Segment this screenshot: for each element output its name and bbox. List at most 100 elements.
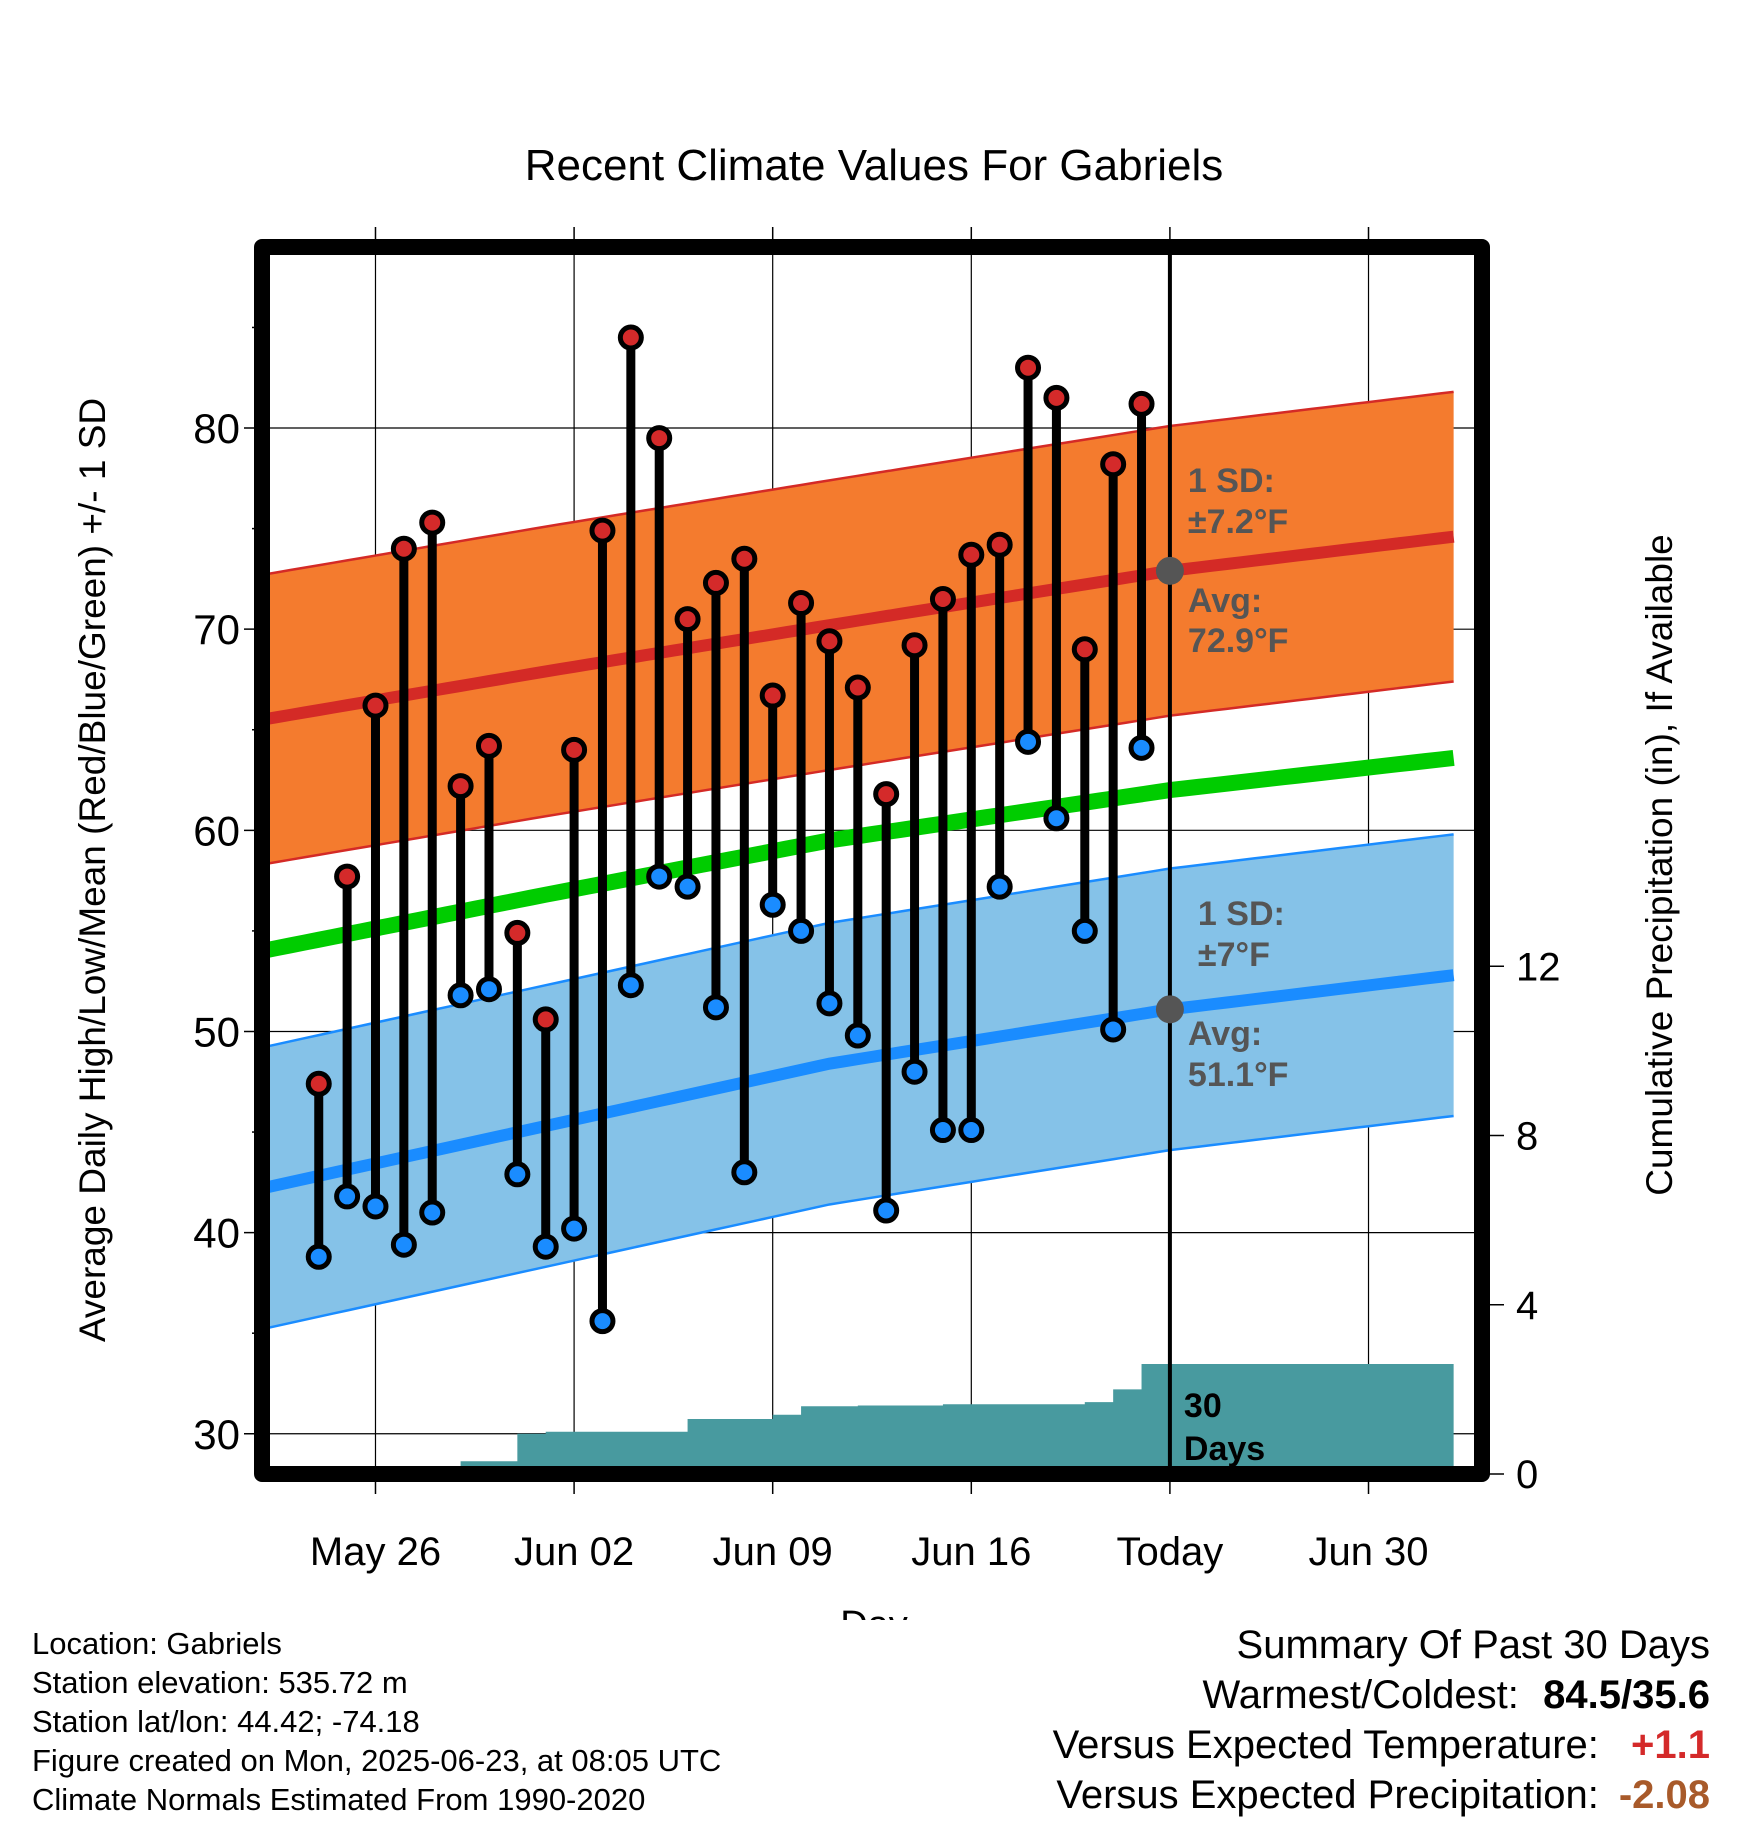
daily-high-point [1071, 636, 1098, 663]
y-right-tick-label: 4 [1516, 1284, 1538, 1328]
warmest-label: Warmest/Coldest: [1202, 1673, 1519, 1717]
today-normal-high-marker [1155, 556, 1184, 585]
daily-high-point [1128, 390, 1155, 417]
daily-high-point [334, 863, 361, 890]
daily-high-point [1043, 384, 1070, 411]
daily-low-point [702, 994, 729, 1021]
daily-high-point [617, 324, 644, 351]
daily-high-point [504, 919, 531, 946]
low-sd-band [262, 834, 1454, 1330]
low-sd-label: 1 SD: [1198, 895, 1285, 933]
daily-high-point [561, 736, 588, 763]
daily-low-point [617, 972, 644, 999]
daily-low-point [504, 1161, 531, 1188]
x-tick-label: Jun 16 [911, 1530, 1031, 1574]
plot-frame [254, 239, 1490, 1482]
daily-high-point [674, 606, 701, 633]
daily-low-point [532, 1233, 559, 1260]
daily-high-point [589, 517, 616, 544]
high-sd-label: 1 SD: [1188, 462, 1275, 500]
daily-low-point [646, 863, 673, 890]
precip-anomaly-value: -2.08 [1618, 1773, 1710, 1817]
daily-low-point [1015, 728, 1042, 755]
low-avg-value: 51.1°F [1188, 1056, 1289, 1094]
daily-low-point [1100, 1016, 1127, 1043]
daily-low-point [589, 1308, 616, 1335]
daily-low-point [731, 1159, 758, 1186]
daily-low-point [788, 917, 815, 944]
daily-low-point [759, 891, 786, 918]
y-axis-label: Average Daily High/Low/Mean (Red/Blue/Gr… [72, 398, 113, 1342]
summary-panel: Summary Of Past 30 Days Warmest/Coldest:… [1053, 1620, 1710, 1820]
daily-low-point [447, 982, 474, 1009]
daily-high-point [305, 1070, 332, 1097]
daily-low-point [929, 1117, 956, 1144]
daily-low-point [1128, 734, 1155, 761]
daily-high-point [447, 773, 474, 800]
y-tick-label: 80 [193, 405, 240, 452]
days-count-label: 30 [1184, 1387, 1222, 1425]
high-sd-value: ±7.2°F [1188, 503, 1288, 541]
x-tick-label: Jun 09 [713, 1530, 833, 1574]
daily-high-point [929, 586, 956, 613]
summary-title: Summary Of Past 30 Days [1236, 1623, 1710, 1667]
high-avg-label: Avg: [1188, 582, 1262, 620]
daily-high-point [1015, 354, 1042, 381]
daily-high-point [702, 569, 729, 596]
temp-anomaly-label: Versus Expected Temperature: [1052, 1723, 1599, 1767]
daily-low-point [475, 976, 502, 1003]
y-right-tick-label: 12 [1516, 945, 1561, 989]
precip-area [262, 1363, 1454, 1474]
daily-high-point [986, 531, 1013, 558]
normal-low-line [262, 969, 1455, 1195]
y-right-tick-label: 8 [1516, 1115, 1538, 1159]
daily-low-point [844, 1022, 871, 1049]
daily-low-point [419, 1199, 446, 1226]
temp-anomaly-value: +1.1 [1631, 1723, 1710, 1767]
x-tick-label: May 26 [310, 1530, 441, 1574]
daily-low-point [1071, 917, 1098, 944]
daily-high-point [475, 732, 502, 759]
daily-low-point [816, 990, 843, 1017]
daily-high-point [646, 425, 673, 452]
daily-low-point [901, 1058, 928, 1085]
summary-temp-row: Versus Expected Temperature: +1.1 [1053, 1720, 1710, 1770]
daily-high-point [958, 541, 985, 568]
daily-high-point [759, 682, 786, 709]
daily-low-point [674, 873, 701, 900]
x-axis-label: Day [840, 1604, 908, 1620]
y-tick-label: 40 [193, 1210, 240, 1257]
y-right-tick-label: 0 [1516, 1453, 1538, 1497]
daily-high-point [816, 628, 843, 655]
y-tick-label: 50 [193, 1008, 240, 1055]
daily-high-point [419, 509, 446, 536]
days-unit-label: Days [1184, 1430, 1265, 1468]
daily-low-point [390, 1231, 417, 1258]
x-tick-label: Jun 02 [514, 1530, 634, 1574]
daily-high-point [873, 781, 900, 808]
daily-low-point [873, 1197, 900, 1224]
daily-high-point [532, 1006, 559, 1033]
today-normal-low-marker [1155, 995, 1184, 1024]
x-tick-label: Today [1117, 1530, 1224, 1574]
location-text: Location: Gabriels [32, 1626, 282, 1661]
station-info: Location: Gabriels Station elevation: 53… [32, 1624, 721, 1819]
high-avg-value: 72.9°F [1188, 622, 1289, 660]
latlon-text: Station lat/lon: 44.42; -74.18 [32, 1704, 420, 1739]
elevation-text: Station elevation: 535.72 m [32, 1665, 408, 1700]
warmest-value: 84.5/35.6 [1543, 1673, 1710, 1717]
summary-warmest-row: Warmest/Coldest: 84.5/35.6 [1053, 1670, 1711, 1720]
daily-low-point [362, 1193, 389, 1220]
chart-title: Recent Climate Values For Gabriels [525, 141, 1224, 190]
created-text: Figure created on Mon, 2025-06-23, at 08… [32, 1743, 722, 1778]
daily-low-point [334, 1183, 361, 1210]
daily-high-point [390, 535, 417, 562]
daily-high-point [788, 590, 815, 617]
daily-high-point [362, 692, 389, 719]
daily-low-point [958, 1117, 985, 1144]
normals-text: Climate Normals Estimated From 1990-2020 [32, 1782, 646, 1817]
y-axis-label-right: Cumulative Precipitation (in), If Availa… [1639, 534, 1680, 1196]
normal-high-line [262, 530, 1455, 726]
high-sd-band [262, 391, 1454, 865]
